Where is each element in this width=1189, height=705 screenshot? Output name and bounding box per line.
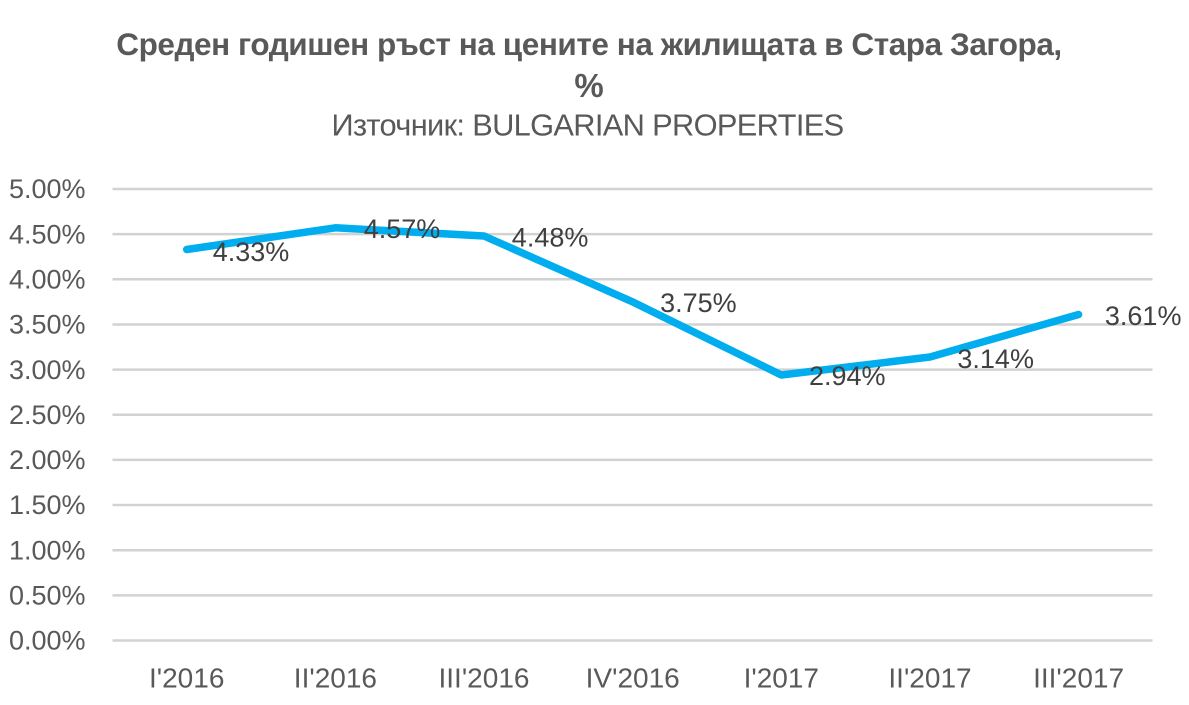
svg-text:3.14%: 3.14% bbox=[957, 344, 1034, 374]
svg-text:IV'2016: IV'2016 bbox=[586, 662, 680, 693]
svg-text:II'2017: II'2017 bbox=[888, 662, 971, 693]
svg-text:1.00%: 1.00% bbox=[9, 535, 86, 565]
svg-text:2.50%: 2.50% bbox=[9, 400, 86, 430]
svg-text:2.00%: 2.00% bbox=[9, 445, 86, 475]
svg-text:3.00%: 3.00% bbox=[9, 355, 86, 385]
svg-text:5.00%: 5.00% bbox=[9, 174, 86, 204]
svg-text:II'2016: II'2016 bbox=[294, 662, 377, 693]
svg-text:4.57%: 4.57% bbox=[364, 214, 441, 244]
svg-text:1.50%: 1.50% bbox=[9, 490, 86, 520]
svg-text:3.50%: 3.50% bbox=[9, 310, 86, 340]
svg-text:0.50%: 0.50% bbox=[9, 581, 86, 611]
svg-text:%: % bbox=[574, 67, 603, 104]
svg-text:4.33%: 4.33% bbox=[213, 237, 290, 267]
svg-text:Среден годишен ръст на цените: Среден годишен ръст на цените на жилищат… bbox=[116, 26, 1061, 62]
svg-text:Източник: BULGARIAN PROPERTIES: Източник: BULGARIAN PROPERTIES bbox=[331, 108, 843, 143]
svg-text:0.00%: 0.00% bbox=[9, 626, 86, 656]
svg-text:I'2016: I'2016 bbox=[149, 662, 224, 693]
svg-text:III'2016: III'2016 bbox=[439, 662, 530, 693]
svg-text:4.50%: 4.50% bbox=[9, 219, 86, 249]
svg-text:4.48%: 4.48% bbox=[512, 223, 589, 253]
svg-text:4.00%: 4.00% bbox=[9, 265, 86, 295]
svg-text:III'2017: III'2017 bbox=[1033, 662, 1124, 693]
svg-text:2.94%: 2.94% bbox=[809, 361, 886, 391]
svg-text:3.61%: 3.61% bbox=[1105, 301, 1182, 331]
svg-text:I'2017: I'2017 bbox=[744, 662, 819, 693]
svg-text:3.75%: 3.75% bbox=[660, 288, 737, 318]
